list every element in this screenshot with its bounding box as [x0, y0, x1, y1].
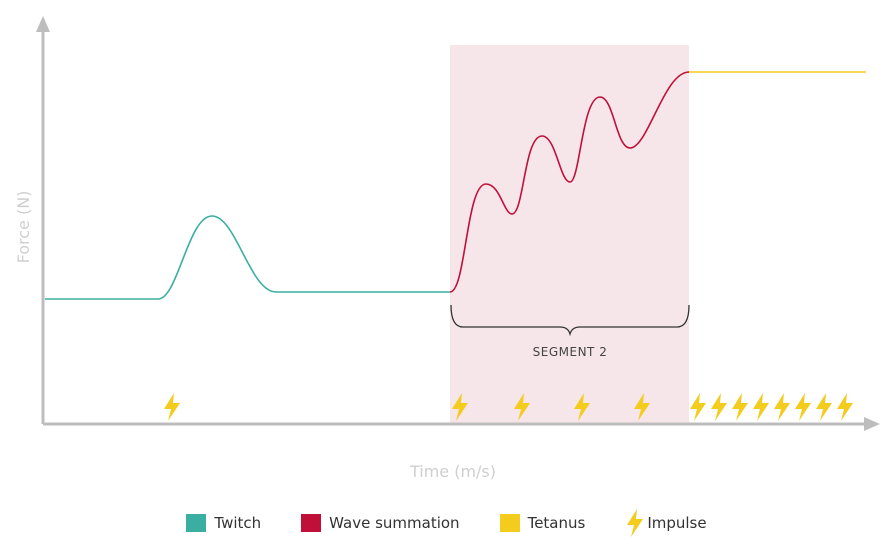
legend-item-impulse: Impulse: [625, 509, 707, 537]
impulse-bolt-icon: [774, 393, 790, 421]
teal-square-icon: [186, 514, 207, 532]
impulse-bolt-icon: [690, 393, 706, 421]
impulse-bolt-icon: [816, 393, 832, 421]
impulse-bolt-icon: [837, 393, 853, 421]
legend: Twitch Wave summation Tetanus Impulse: [0, 508, 893, 538]
impulse-bolt-icon: [795, 393, 811, 421]
legend-item-tetanus: Tetanus: [499, 514, 586, 532]
legend-label-impulse: Impulse: [647, 514, 707, 532]
y-axis-arrow: [36, 16, 50, 32]
impulse-bolt-icon: [711, 393, 727, 421]
legend-item-twitch: Twitch: [186, 514, 261, 532]
lightning-bolt-icon: [627, 509, 644, 537]
legend-label-twitch: Twitch: [214, 514, 262, 532]
red-square-icon: [301, 514, 322, 532]
segment-2-brace: [450, 304, 690, 337]
legend-label-tetanus: Tetanus: [527, 514, 586, 532]
wave-summation-line: [449, 71, 690, 293]
x-axis-label: Time (m/s): [409, 462, 496, 481]
impulse-bolt-icon: [732, 393, 748, 421]
impulse-bolt-icon: [164, 393, 180, 421]
impulse-bolt-icon: [753, 393, 769, 421]
segment-2-label: SEGMENT 2: [533, 345, 608, 359]
y-axis-label: Force (N): [14, 191, 33, 264]
segment-2-region: [450, 45, 689, 424]
twitch-line: [45, 215, 450, 300]
legend-item-wave-summation: Wave summation: [301, 514, 460, 532]
legend-label-wave-summation: Wave summation: [329, 514, 460, 532]
yellow-square-icon: [499, 514, 520, 532]
x-axis-arrow: [864, 417, 880, 431]
